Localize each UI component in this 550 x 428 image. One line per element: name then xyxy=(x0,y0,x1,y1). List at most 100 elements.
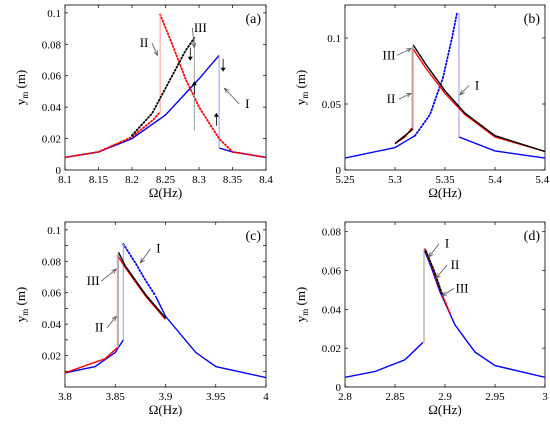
series-II-upper-branch xyxy=(411,46,545,153)
series-III-upper-branch xyxy=(412,44,545,153)
panel-label: (b) xyxy=(524,12,541,27)
series-II-line xyxy=(65,112,160,159)
series-annotation-I: I xyxy=(475,78,479,93)
panel-1: 8.1 8.15 8.2 8.25 8.3 8.35 8.4 0 0.02 0.04 0.06 0.0… xyxy=(13,4,273,200)
panel-3: 3.8 3.85 3.9 3.95 4 0.02 0.04 0.06 0.08 0.1 Ω(Hz) y… xyxy=(13,221,269,417)
y-axis-label: ym (m) xyxy=(13,70,30,106)
annotation-arrowhead xyxy=(153,50,158,57)
series-I-upper-branch xyxy=(122,243,157,297)
series-annotation-II: II xyxy=(140,35,149,50)
x-axis-label: Ω(Hz) xyxy=(428,402,461,417)
series-II-upper-branch xyxy=(159,13,266,159)
panel-label: (a) xyxy=(245,12,261,27)
series-annotation-III: III xyxy=(194,20,207,35)
series-III-upper-branch xyxy=(117,251,167,319)
y-tick-label: 0.02 xyxy=(42,351,61,363)
x-axis-label: Ω(Hz) xyxy=(149,402,182,417)
panel-label: (d) xyxy=(524,229,541,244)
series-I-line xyxy=(345,135,416,159)
annotation-arrowhead xyxy=(111,268,118,274)
x-tick-label: 8.25 xyxy=(156,174,176,186)
x-tick-label: 3 xyxy=(542,391,548,403)
annotation-pointer xyxy=(435,264,448,279)
series-I-line xyxy=(65,339,124,374)
panel-2: 5.255.35.355.45.4500.050.1Ω(Hz)ym (m)III… xyxy=(293,4,550,200)
plot-frame xyxy=(344,4,546,171)
series-I-upper-branch xyxy=(414,12,458,137)
y-tick-label: 0.04 xyxy=(42,102,62,114)
panel-4: 2.8 2.85 2.9 2.95 3 0 0.02 0.04 0.06 0.08 Ω(Hz) ym … xyxy=(293,221,548,417)
y-axis-label-unit: (m) xyxy=(293,70,308,92)
y-axis-label-unit: (m) xyxy=(13,287,28,309)
series-annotation-I: I xyxy=(156,241,160,256)
series-I-lower-branch xyxy=(458,136,545,159)
annotation-pointer xyxy=(224,88,240,105)
series-I-lower-branch xyxy=(154,295,266,379)
y-axis-label-sub: m xyxy=(20,92,30,99)
series-annotation-II: II xyxy=(387,91,396,106)
x-tick-label: 5.4 xyxy=(488,174,502,186)
series-annotation-II: II xyxy=(95,320,104,335)
y-axis-label-unit: (m) xyxy=(13,70,28,92)
y-tick-label: 0.1 xyxy=(47,8,61,20)
series-I-upper-branch xyxy=(423,248,545,378)
panel-label: (c) xyxy=(245,229,261,244)
y-axis-label-main: y xyxy=(13,98,28,105)
annotation-arrowhead xyxy=(441,291,448,297)
x-tick-label: 3.85 xyxy=(106,391,126,403)
jump-arrow-head xyxy=(191,81,197,86)
y-tick-label: 0.06 xyxy=(322,266,342,278)
x-tick-label: 8.2 xyxy=(125,174,139,186)
annotation-pointer xyxy=(151,42,158,56)
y-tick-label: 0.02 xyxy=(42,134,61,146)
annotation-pointer xyxy=(396,48,412,56)
y-tick-label: 0 xyxy=(336,165,342,177)
y-tick-label: 0.08 xyxy=(42,256,62,268)
annotation-arrowhead xyxy=(405,48,412,53)
x-tick-label: 3.8 xyxy=(58,391,72,403)
y-axis-label-main: y xyxy=(293,315,308,322)
y-tick-label: 0 xyxy=(56,165,62,177)
x-tick-label: 5.3 xyxy=(388,174,402,186)
x-tick-label: 2.95 xyxy=(485,391,505,403)
y-tick-label: 0.04 xyxy=(42,319,62,331)
series-I-line xyxy=(345,341,424,378)
x-tick-label: 8.4 xyxy=(259,174,273,186)
series-annotation-III: III xyxy=(456,280,469,295)
x-tick-label: 2.9 xyxy=(438,391,452,403)
y-tick-label: 0.02 xyxy=(322,343,341,355)
y-tick-label: 0.1 xyxy=(327,33,341,45)
series-II-upper-branch xyxy=(116,254,167,320)
annotation-arrowhead xyxy=(428,251,434,258)
x-tick-label: 2.8 xyxy=(338,391,352,403)
x-tick-label: 3.95 xyxy=(206,391,226,403)
annotation-pointer xyxy=(398,93,412,100)
annotation-pointer xyxy=(106,316,117,328)
series-annotation-II: II xyxy=(451,257,460,272)
y-tick-label: 0.06 xyxy=(42,71,62,83)
annotation-arrowhead xyxy=(191,42,197,49)
y-axis-label: ym (m) xyxy=(293,70,310,106)
series-annotation-I: I xyxy=(245,96,249,111)
y-axis-label-sub: m xyxy=(300,92,310,99)
series-annotation-I: I xyxy=(445,236,449,251)
annotation-pointer xyxy=(140,248,151,264)
x-tick-label: 8.15 xyxy=(89,174,109,186)
x-tick-label: 2.85 xyxy=(385,391,405,403)
x-tick-label: 8.1 xyxy=(58,174,72,186)
series-annotation-III: III xyxy=(383,47,396,62)
curves xyxy=(65,243,266,379)
annotation-arrowhead xyxy=(459,89,465,96)
series-II-line xyxy=(65,347,118,374)
annotation-pointer xyxy=(191,27,195,48)
annotation-arrowhead xyxy=(223,87,230,94)
y-axis-label-main: y xyxy=(13,315,28,322)
series-annotation-III: III xyxy=(87,273,100,288)
x-tick-label: 4 xyxy=(263,391,269,403)
x-tick-label: 8.35 xyxy=(223,174,243,186)
y-tick-label: 0.1 xyxy=(47,225,61,237)
y-axis-label-sub: m xyxy=(20,309,30,316)
series-III-line xyxy=(394,128,414,145)
y-axis-label: ym (m) xyxy=(13,287,30,323)
